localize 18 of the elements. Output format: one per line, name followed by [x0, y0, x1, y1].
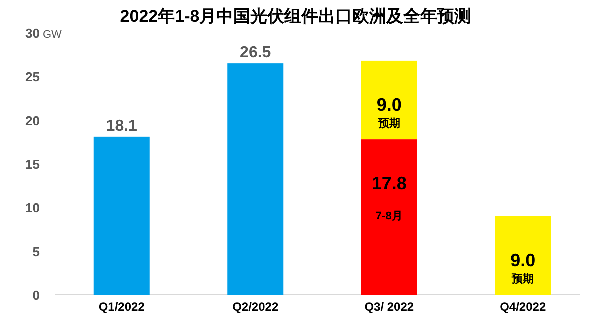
data-label: 9.0 预期 — [376, 94, 402, 130]
y-tick-label: 0 — [32, 288, 40, 303]
y-tick-label: 10 — [26, 200, 40, 216]
data-label: 26.5 — [240, 44, 272, 62]
data-label: 17.8 7-8月 — [372, 174, 407, 223]
y-tick-label: 15 — [26, 157, 40, 172]
x-tick-label: Q3/ 2022 — [364, 300, 414, 314]
y-axis-title: GW — [43, 29, 63, 41]
data-label: 18.1 — [106, 118, 138, 135]
y-tick-label: 20 — [26, 113, 40, 128]
y-tick-label: 30 — [26, 26, 40, 41]
x-tick-label: Q2/2022 — [232, 300, 279, 314]
y-tick-label: 25 — [26, 70, 40, 85]
chart-title: 2022年1-8月中国光伏组件出口欧洲及全年预测 — [120, 7, 472, 26]
x-tick-label: Q1/2022 — [98, 300, 146, 314]
data-label: 9.0 预期 — [510, 250, 536, 286]
x-tick-label: Q4/2022 — [500, 300, 546, 314]
y-tick-label: 5 — [32, 244, 40, 260]
